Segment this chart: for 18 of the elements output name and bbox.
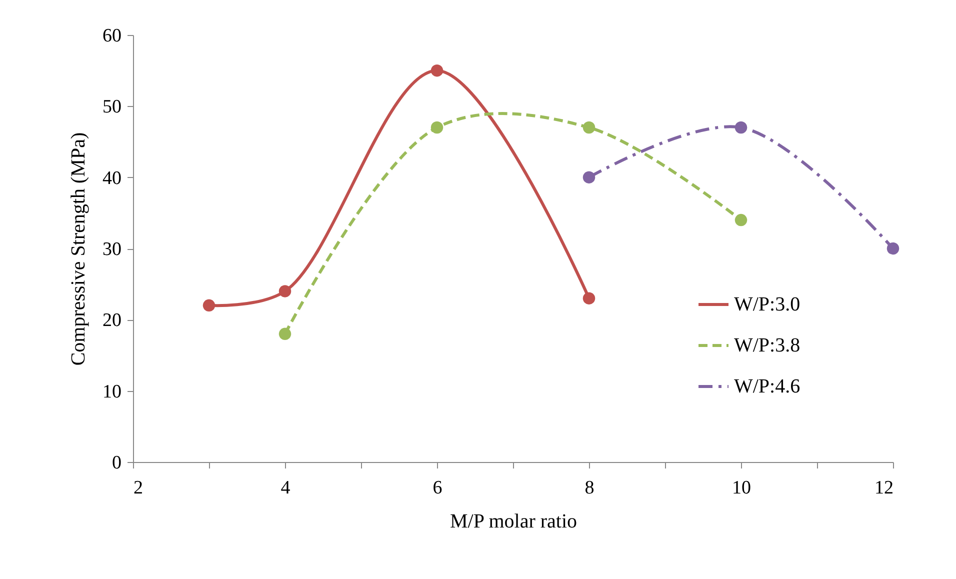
legend-label: W/P:3.0 <box>734 294 800 316</box>
x-tick-label: 8 <box>584 478 594 498</box>
y-tick-label: 60 <box>102 26 122 46</box>
y-tick-label: 20 <box>102 310 122 332</box>
y-tick-label: 0 <box>112 452 122 474</box>
x-tick-label: 4 <box>280 478 291 498</box>
x-tick-label: 10 <box>732 478 751 498</box>
x-axis-title: M/P molar ratio <box>450 510 578 532</box>
y-axis-title: Compressive Strength (MPa) <box>68 132 90 366</box>
x-tick-label: 6 <box>432 478 442 498</box>
y-tick-label: 30 <box>102 239 122 260</box>
legend-label: W/P:3.8 <box>734 334 800 356</box>
x-tick-label: 12 <box>874 478 894 498</box>
legend-label: W/P:4.6 <box>734 376 800 398</box>
y-tick-label: 10 <box>102 381 122 402</box>
x-tick-label: 2 <box>134 478 143 498</box>
y-tick-label: 40 <box>102 168 122 189</box>
y-tick-label: 50 <box>102 96 122 118</box>
